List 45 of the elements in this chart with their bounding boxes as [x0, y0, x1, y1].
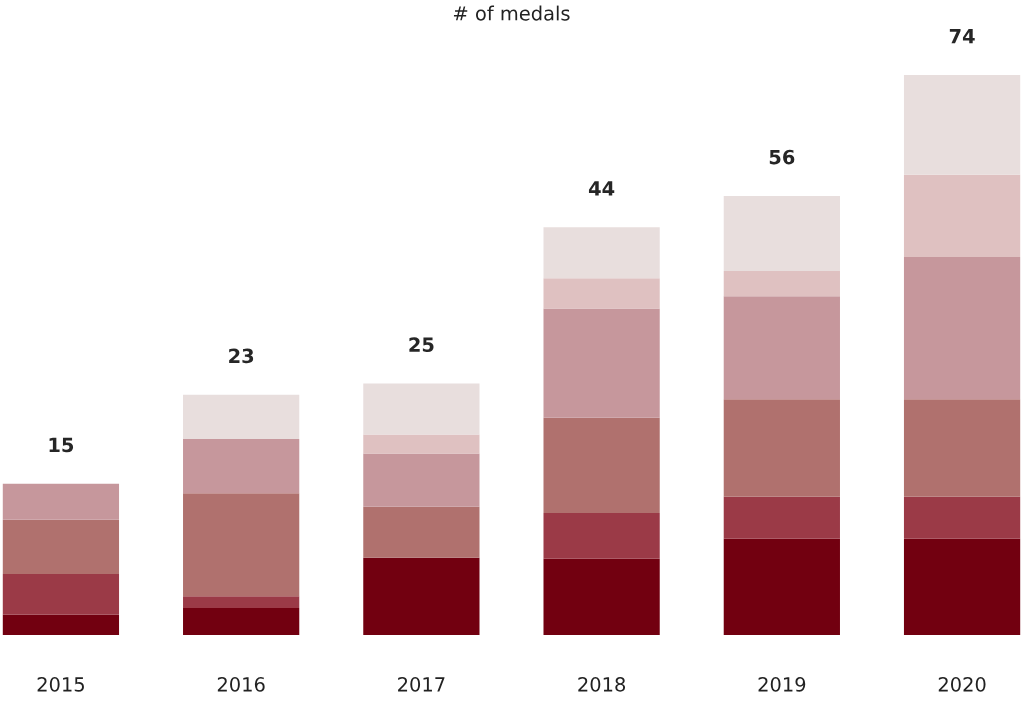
- bar: [903, 75, 1021, 175]
- annotation: 23: [229, 348, 254, 364]
- bar: [183, 394, 300, 439]
- bar: [723, 271, 840, 297]
- bar: [363, 383, 480, 435]
- bar: [903, 496, 1021, 539]
- bar: [543, 278, 660, 309]
- bar: [543, 558, 660, 635]
- bar: [723, 296, 840, 400]
- bar: [183, 493, 300, 597]
- bar: [903, 174, 1021, 257]
- annotation: 56: [769, 149, 795, 165]
- bar: [363, 506, 480, 558]
- bar: [363, 434, 480, 454]
- x-tick-label: 2019: [758, 677, 806, 692]
- bar: [2, 614, 120, 635]
- bar: [2, 519, 120, 574]
- bar: [363, 557, 480, 635]
- bar: [363, 453, 480, 507]
- x-tick-label: 2017: [398, 677, 445, 692]
- bar: [543, 512, 660, 559]
- bar: [2, 573, 120, 615]
- x-tick-label: 2015: [37, 677, 84, 692]
- bar: [183, 596, 300, 609]
- bar: [723, 399, 840, 497]
- bar: [723, 538, 840, 635]
- x-tick-label: 2016: [217, 677, 265, 692]
- annotation: 25: [409, 337, 434, 353]
- chart-title: # of medals: [453, 5, 570, 21]
- bar: [723, 195, 840, 271]
- bar: [903, 399, 1021, 497]
- bar: [543, 227, 660, 279]
- annotation: 44: [588, 181, 615, 196]
- bar: [903, 538, 1021, 635]
- bar: [2, 483, 120, 520]
- annotation: 15: [49, 437, 74, 453]
- x-tick-label: 2018: [578, 677, 626, 692]
- bar: [543, 417, 660, 513]
- bar: [723, 496, 840, 539]
- bar: [543, 308, 660, 418]
- annotation: 74: [949, 29, 975, 44]
- bar: [903, 257, 1021, 400]
- bar: [183, 439, 300, 494]
- bar: [183, 608, 300, 635]
- x-tick-label: 2020: [938, 677, 986, 692]
